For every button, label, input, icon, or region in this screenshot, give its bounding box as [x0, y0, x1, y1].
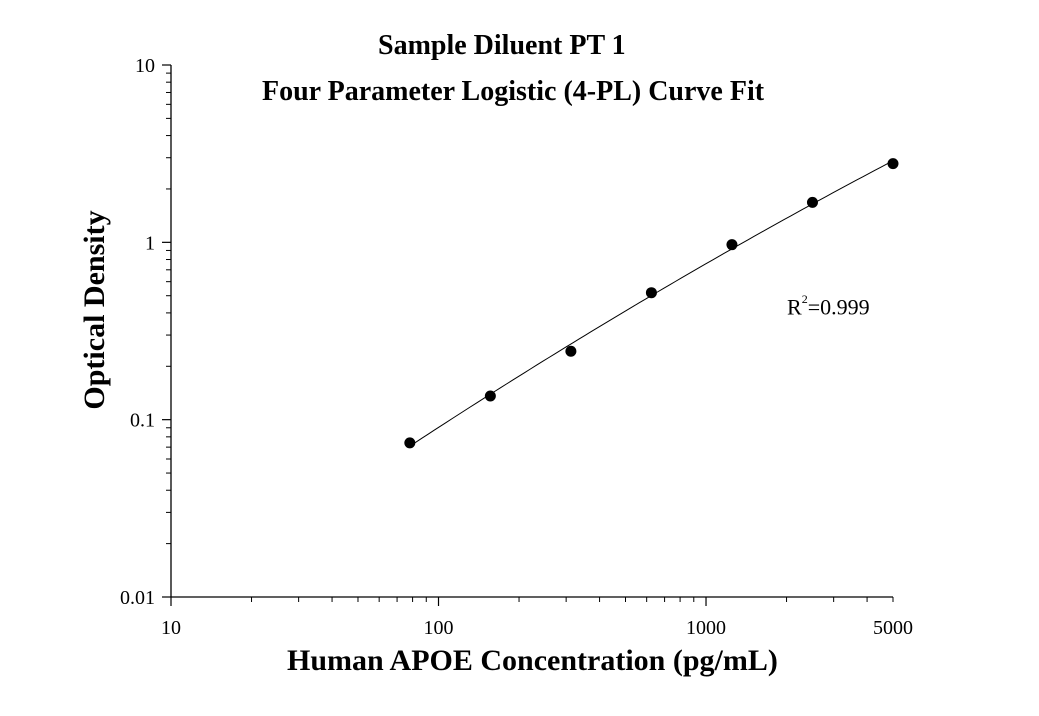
x-tick-label: 10	[161, 617, 181, 639]
r-squared-prefix: R	[787, 294, 802, 320]
data-point	[565, 345, 577, 357]
r-squared-annotation: R2=0.999	[787, 293, 870, 320]
data-point	[806, 196, 818, 208]
data-point	[887, 158, 899, 170]
y-tick-label: 0.01	[120, 587, 155, 609]
r-squared-superscript: 2	[801, 292, 808, 306]
r-squared-value: =0.999	[807, 294, 870, 320]
y-axis-label: Optical Density	[78, 210, 111, 410]
x-tick-label: 5000	[873, 617, 913, 639]
y-tick-label: 1	[145, 232, 155, 254]
data-point	[484, 390, 496, 402]
chart-subtitle: Four Parameter Logistic (4-PL) Curve Fit	[262, 76, 765, 107]
y-tick-label: 0.1	[130, 410, 155, 432]
data-point	[645, 287, 657, 299]
data-point	[404, 437, 416, 449]
x-tick-label: 1000	[686, 617, 726, 639]
y-tick-label: 10	[135, 55, 155, 77]
data-point	[726, 239, 738, 251]
x-axis-label: Human APOE Concentration (pg/mL)	[287, 644, 778, 677]
chart-title: Sample Diluent PT 1	[378, 30, 626, 61]
x-tick-label: 100	[424, 617, 454, 639]
